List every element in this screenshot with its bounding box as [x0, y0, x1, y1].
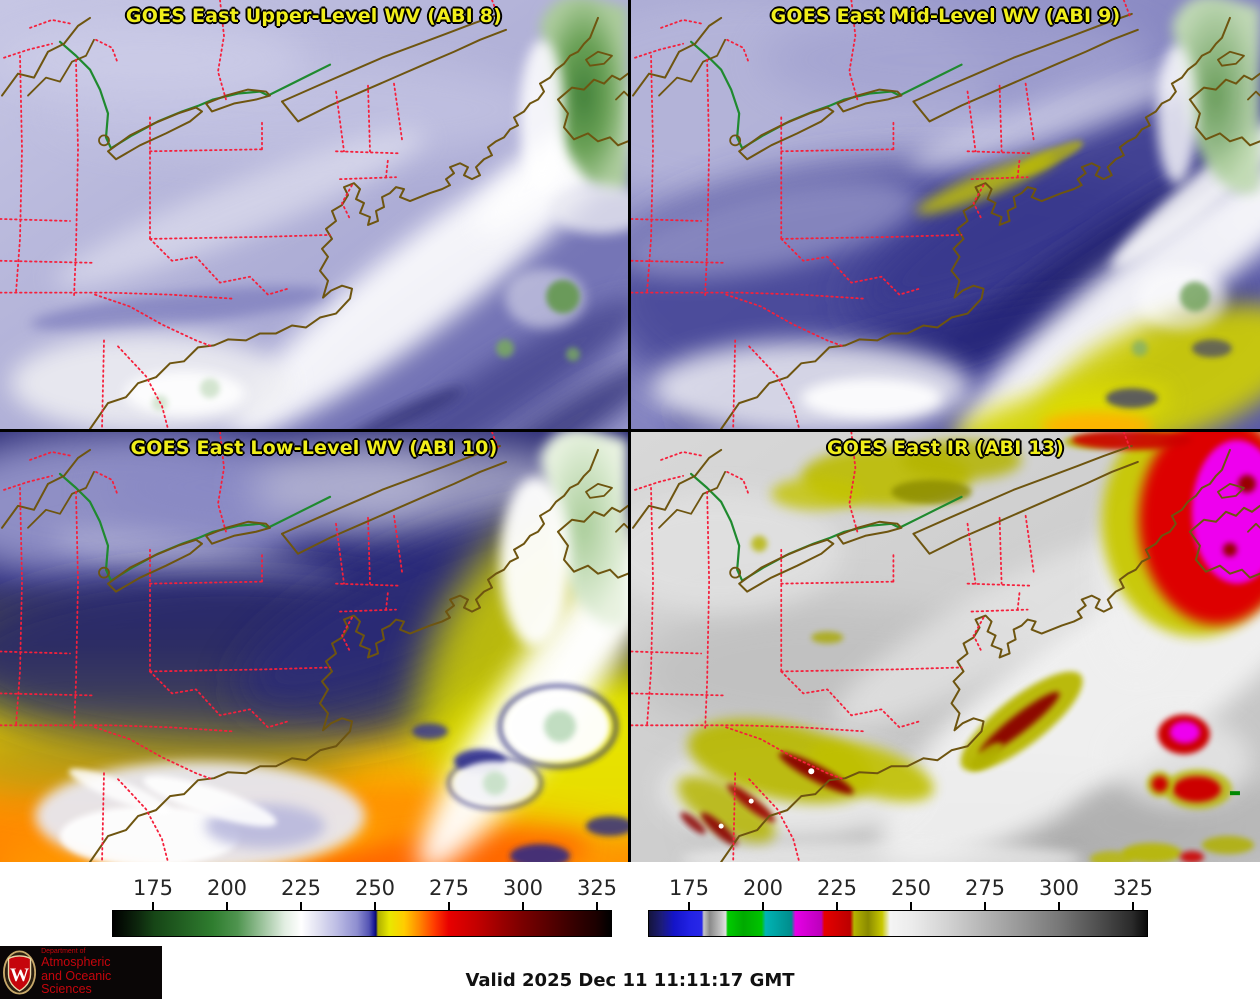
panel-title-mid-wv: GOES East Mid-Level WV (ABI 9)	[770, 5, 1121, 27]
colorbar-tick-label: 275	[964, 876, 1006, 900]
tick-mark	[596, 902, 598, 910]
panel-ir: GOES East IR (ABI 13)	[631, 432, 1260, 862]
colorbar-tick-label: 300	[502, 876, 544, 900]
panel-title-low-wv: GOES East Low-Level WV (ABI 10)	[130, 437, 498, 459]
colorbar-tick-label: 325	[1112, 876, 1154, 900]
tick-mark	[300, 902, 302, 910]
tick-mark	[688, 902, 690, 910]
colorbar-tick-label: 250	[890, 876, 932, 900]
tick-mark	[1132, 902, 1134, 910]
ir-colorbar-labels: 175 200 225 250 275 300 325	[648, 876, 1153, 902]
colorbar-tick-label: 300	[1038, 876, 1080, 900]
panel-mid-wv: GOES East Mid-Level WV (ABI 9)	[631, 0, 1260, 429]
colorbar-tick-label: 225	[816, 876, 858, 900]
panel-grid: GOES East Upper-Level WV (ABI 8)	[0, 0, 1260, 862]
tick-mark	[448, 902, 450, 910]
uw-aos-logo: W Department of Atmospheric and Oceanic …	[0, 946, 162, 999]
ir-imagery	[631, 432, 1260, 862]
ir-colorbar: 175 200 225 250 275 300 325	[648, 876, 1153, 937]
tick-mark	[1058, 902, 1060, 910]
ir-colorbar-gradient	[648, 910, 1148, 937]
panel-title-ir: GOES East IR (ABI 13)	[826, 437, 1065, 459]
colorbar-tick-label: 175	[132, 876, 174, 900]
tick-mark	[152, 902, 154, 910]
logo-text: Department of Atmospheric and Oceanic Sc…	[41, 948, 162, 996]
ir-colorbar-ticks	[648, 902, 1148, 910]
low-wv-imagery	[0, 432, 628, 862]
mid-wv-imagery	[631, 0, 1260, 429]
upper-wv-imagery	[0, 0, 628, 429]
tick-mark	[226, 902, 228, 910]
uw-crest-icon: W	[3, 950, 37, 995]
colorbar-tick-label: 225	[280, 876, 322, 900]
wv-colorbar-gradient	[112, 910, 612, 937]
tick-mark	[910, 902, 912, 910]
tick-mark	[836, 902, 838, 910]
panel-low-wv: GOES East Low-Level WV (ABI 10)	[0, 432, 628, 862]
wv-colorbar: 175 200 225 250 275 300 325	[112, 876, 617, 937]
wv-colorbar-ticks	[112, 902, 612, 910]
crest-letter: W	[10, 965, 29, 986]
colorbar-tick-label: 200	[742, 876, 784, 900]
tick-mark	[984, 902, 986, 910]
logo-dept-line2: and Oceanic Sciences	[41, 968, 112, 997]
colorbar-tick-label: 250	[354, 876, 396, 900]
tick-mark	[522, 902, 524, 910]
colorbar-tick-label: 175	[668, 876, 710, 900]
colorbar-tick-label: 275	[428, 876, 470, 900]
tick-mark	[762, 902, 764, 910]
tick-mark	[374, 902, 376, 910]
panel-title-upper-wv: GOES East Upper-Level WV (ABI 8)	[125, 5, 503, 27]
wv-colorbar-labels: 175 200 225 250 275 300 325	[112, 876, 617, 902]
panel-upper-wv: GOES East Upper-Level WV (ABI 8)	[0, 0, 628, 429]
footer: 175 200 225 250 275 300 325 175 200 225 …	[0, 862, 1260, 999]
logo-dept-line1: Atmospheric	[41, 955, 111, 970]
logo-dept-prefix: Department of	[41, 948, 86, 956]
colorbar-tick-label: 325	[576, 876, 618, 900]
colorbar-tick-label: 200	[206, 876, 248, 900]
valid-timestamp: Valid 2025 Dec 11 11:11:17 GMT	[465, 970, 795, 991]
